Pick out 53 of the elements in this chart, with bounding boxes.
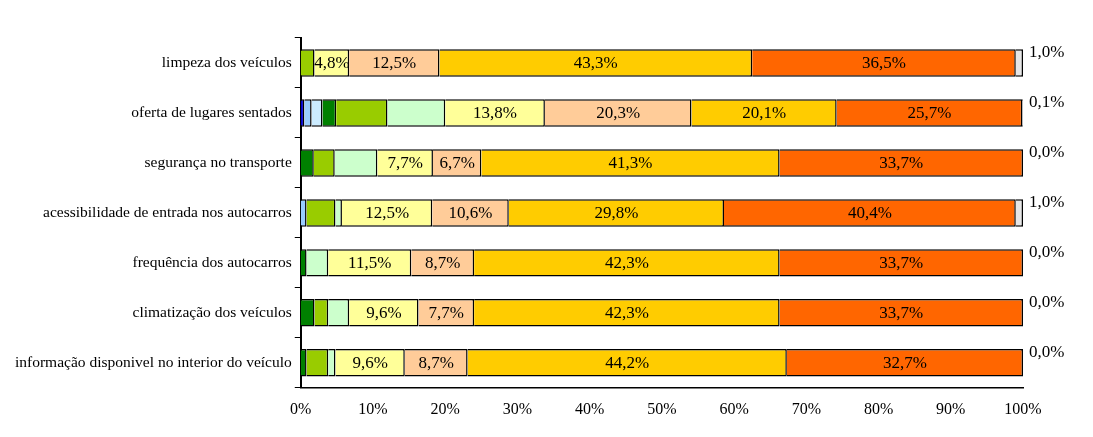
x-tick-label: 30% bbox=[502, 399, 533, 417]
data-label: 0,0% bbox=[1029, 142, 1065, 162]
y-tick-label: climatização dos veículos bbox=[132, 302, 292, 320]
data-label: 36,5% bbox=[862, 53, 906, 73]
data-label: 33,7% bbox=[879, 153, 924, 173]
data-label: 6,7% bbox=[439, 153, 475, 173]
data-label: 10,6% bbox=[448, 203, 493, 223]
x-tick-label: 40% bbox=[575, 399, 605, 417]
x-tick-label: 10% bbox=[358, 399, 388, 417]
data-label: 9,6% bbox=[366, 303, 402, 323]
y-tick-label: segurança no transporte bbox=[144, 153, 292, 171]
data-label: 20,1% bbox=[742, 103, 787, 123]
data-label: 43,3% bbox=[573, 53, 618, 73]
data-label: 13,8% bbox=[473, 103, 518, 123]
data-label: 41,3% bbox=[608, 153, 653, 173]
data-label: 25,7% bbox=[907, 103, 952, 123]
data-label: 8,7% bbox=[418, 353, 454, 373]
data-label: 33,7% bbox=[879, 303, 924, 323]
data-label: 12,5% bbox=[372, 53, 417, 73]
data-label: 12,5% bbox=[365, 203, 410, 223]
data-label: 8,7% bbox=[424, 253, 461, 273]
data-label: 42,3% bbox=[604, 253, 649, 273]
y-tick-label: acessibilidade de entrada nos autocarros bbox=[43, 202, 292, 220]
data-label: 0,0% bbox=[1029, 342, 1065, 362]
y-tick-label: frequência dos autocarros bbox=[132, 252, 292, 270]
x-tick-label: 100% bbox=[1004, 399, 1042, 417]
data-label: 0,0% bbox=[1029, 242, 1065, 262]
x-tick-label: 50% bbox=[647, 399, 677, 417]
x-tick-label: 70% bbox=[791, 399, 821, 417]
data-label: 0,0% bbox=[1029, 292, 1065, 312]
x-tick-label: 90% bbox=[936, 399, 966, 417]
data-label: 1,0% bbox=[1029, 192, 1065, 212]
data-label: 1,0% bbox=[1029, 42, 1065, 62]
data-label: 42,3% bbox=[604, 303, 649, 323]
x-tick-label: 60% bbox=[719, 399, 749, 417]
data-label: 44,2% bbox=[605, 353, 650, 373]
data-label: 7,7% bbox=[428, 303, 465, 323]
data-label: 11,5% bbox=[348, 253, 392, 273]
data-label: 40,4% bbox=[847, 203, 892, 223]
x-tick-label: 0% bbox=[290, 399, 312, 417]
data-label: 7,7% bbox=[387, 153, 423, 173]
x-tick-label: 80% bbox=[863, 399, 894, 417]
y-tick-label: oferta de lugares sentados bbox=[131, 103, 292, 121]
data-label: 29,8% bbox=[594, 203, 639, 223]
data-label: 4,8% bbox=[314, 53, 350, 73]
data-label: 32,7% bbox=[882, 353, 927, 373]
y-tick-label: informação disponivel no interior do veículo bbox=[14, 352, 293, 370]
y-tick-label: limpeza dos veículos bbox=[161, 53, 292, 71]
data-label: 0,1% bbox=[1029, 92, 1065, 112]
data-label: 20,3% bbox=[596, 103, 641, 123]
data-label: 33,7% bbox=[879, 253, 924, 273]
x-tick-label: 20% bbox=[430, 399, 460, 417]
data-label: 9,6% bbox=[352, 353, 388, 373]
